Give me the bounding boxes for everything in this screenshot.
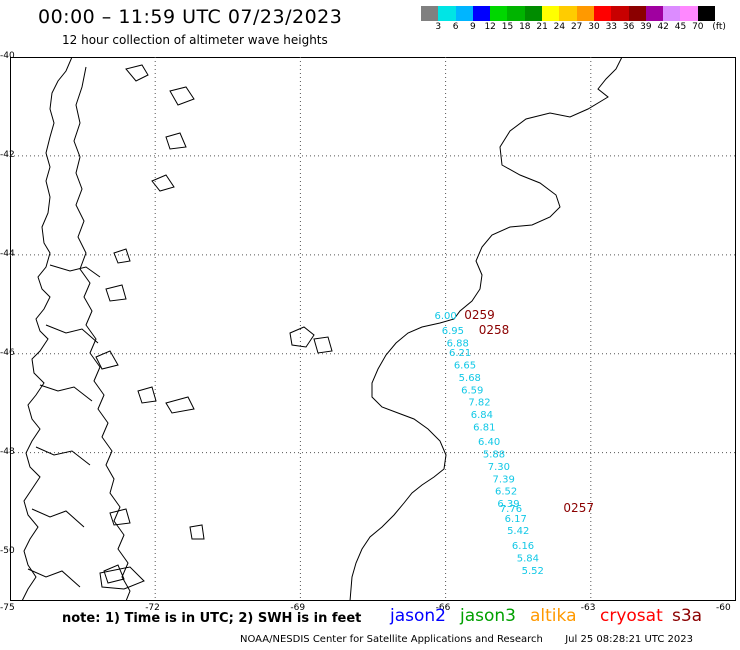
wave-height-label: 5.42: [507, 526, 529, 537]
colorbar-swatch: [576, 6, 594, 21]
colorbar-swatch: [680, 6, 698, 21]
satellite-legend-item: altika: [530, 606, 577, 626]
colorbar-label: 70: [692, 22, 704, 32]
coastline-path: [73, 66, 131, 601]
longitude-label: -63: [580, 603, 596, 613]
pass-time-label: 0258: [479, 323, 510, 337]
footer-agency: NOAA/NESDIS Center for Satellite Applica…: [240, 634, 543, 645]
wave-height-label: 7.30: [488, 462, 510, 473]
wave-height-label: 6.95: [442, 326, 464, 337]
colorbar-label: 39: [640, 22, 652, 32]
wave-height-label: 6.88: [447, 338, 469, 349]
colorbar-label: (ft): [712, 22, 726, 32]
colorbar-swatch: [438, 6, 456, 21]
wave-height-label: 7.82: [468, 398, 490, 409]
coastline-path: [189, 326, 333, 540]
footer-timestamp: Jul 25 08:28:21 UTC 2023: [565, 634, 693, 645]
longitude-label: -75: [0, 603, 15, 613]
colorbar-label: 36: [622, 22, 635, 32]
colorbar-swatch: [628, 6, 646, 21]
wave-height-label: 6.39: [497, 499, 519, 510]
page-subtitle: 12 hour collection of altimeter wave hei…: [62, 33, 328, 47]
coastline-path: [21, 57, 73, 601]
wave-height-label: 5.88: [483, 450, 505, 461]
satellite-legend-item: cryosat: [600, 606, 663, 626]
colorbar-swatch: [697, 6, 716, 21]
wave-height-label: 6.16: [512, 541, 534, 552]
wave-height-label: 6.81: [473, 422, 495, 433]
footer-credit: NOAA/NESDIS Center for Satellite Applica…: [240, 634, 693, 645]
colorbar-label: 3: [435, 22, 442, 32]
colorbar-swatch: [542, 6, 560, 21]
latitude-label: -40: [0, 51, 15, 61]
longitude-label: -72: [145, 603, 160, 613]
wave-height-label: 6.59: [461, 385, 483, 396]
colorbar-swatch: [455, 6, 473, 21]
colorbar-label: 30: [588, 22, 600, 32]
wave-height-label: 6.17: [505, 514, 527, 525]
satellite-legend-item: jason3: [460, 606, 516, 626]
wave-height-label: 6.40: [478, 437, 500, 448]
colorbar-labels: 3 6 9 12 15 18 21 24 27 30 33 36 39 42 45 70 (ft): [421, 22, 736, 34]
colorbar-swatch: [559, 6, 577, 21]
map-frame: [10, 57, 736, 601]
colorbar-label: 27: [570, 22, 583, 32]
page-title: 00:00 – 11:59 UTC 07/23/2023: [38, 6, 343, 28]
wave-height-label: 5.52: [522, 566, 544, 577]
coastline-path: [95, 64, 195, 590]
coastline-path: [349, 57, 623, 601]
longitude-label: -66: [435, 603, 451, 613]
colorbar-swatch: [524, 6, 543, 21]
colorbar-label: 45: [674, 22, 687, 32]
colorbar-label: 6: [452, 22, 459, 32]
colorbar-label: 9: [470, 22, 476, 32]
longitude-label: -60: [716, 603, 731, 613]
latitude-label: -50: [0, 545, 15, 556]
latitude-label: -42: [0, 149, 15, 160]
note-text: note: 1) Time is in UTC; 2) SWH is in fe…: [62, 611, 362, 626]
colorbar-swatch: [490, 6, 508, 21]
colorbar-swatch: [472, 6, 491, 21]
colorbar-label: 21: [536, 22, 548, 32]
pass-time-label: 0259: [464, 308, 495, 322]
colorbar-swatch: [593, 6, 612, 21]
wave-height-label: 6.00: [434, 311, 456, 322]
wave-height-label: 7.76: [500, 504, 522, 515]
latitude-label: -48: [0, 446, 15, 457]
satellite-legend-item: s3a: [672, 606, 703, 626]
satellite-legend-item: jason2: [390, 606, 446, 626]
colorbar-swatch: [663, 6, 681, 21]
colorbar-label: 15: [501, 22, 514, 32]
pass-time-label: 0257: [563, 501, 594, 515]
wave-height-label: 5.68: [459, 373, 481, 384]
wave-height-label: 6.65: [454, 361, 476, 372]
colorbar-label: 18: [519, 22, 531, 32]
map-canvas: 6.00 6.956.886.21 6.655.686.59 7.826.846.81…: [10, 57, 736, 601]
latitude-label: -44: [0, 248, 15, 259]
colorbar: [421, 6, 716, 21]
colorbar-swatch: [611, 6, 629, 21]
colorbar-label: 33: [605, 22, 618, 32]
wave-height-label: 5.84: [517, 553, 539, 564]
coastline-path: [27, 264, 101, 588]
wave-height-label: 6.21: [449, 348, 471, 359]
colorbar-swatch: [645, 6, 664, 21]
colorbar-swatch: [421, 6, 439, 21]
colorbar-label: 12: [484, 22, 496, 32]
wave-height-label: 6.84: [471, 410, 493, 421]
longitude-label: -69: [290, 603, 306, 613]
wave-height-label: 7.39: [493, 474, 515, 485]
colorbar-label: 42: [657, 22, 669, 32]
colorbar-swatch: [507, 6, 525, 21]
colorbar-label: 24: [553, 22, 566, 32]
latitude-label: -46: [0, 347, 15, 358]
wave-height-label: 6.52: [495, 487, 517, 498]
